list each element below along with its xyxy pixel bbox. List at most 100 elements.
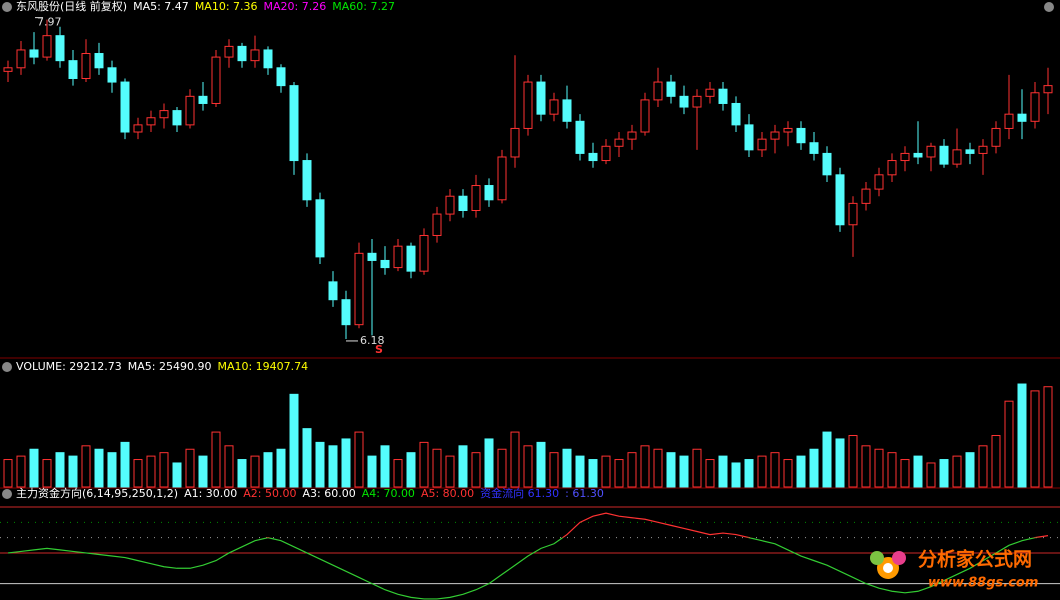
candle-body: [16, 49, 26, 69]
header-icon: [2, 362, 12, 372]
volume-bar: [796, 455, 806, 488]
candle-body: [783, 127, 793, 133]
volume-bar: [419, 441, 429, 488]
volume-bar: [263, 452, 273, 488]
volume-bar: [302, 428, 312, 488]
volume-bar: [939, 459, 949, 488]
candle-body: [653, 81, 663, 101]
header-label: MA10: 7.36: [195, 0, 258, 13]
candle-body: [562, 99, 572, 122]
volume-bar: [94, 448, 104, 488]
header-label: 东风股份(日线 前复权): [16, 0, 127, 13]
volume-bar: [42, 459, 52, 488]
candle-body: [536, 81, 546, 115]
candle-body: [705, 88, 715, 97]
candle-body: [367, 252, 377, 261]
candle-body: [263, 49, 273, 69]
candle-body: [640, 99, 650, 133]
volume-bar: [16, 455, 26, 488]
volume-bar: [224, 445, 234, 488]
volume-bar: [809, 448, 819, 488]
header-label: A2: 50.00: [243, 487, 296, 500]
candle-body: [42, 35, 52, 58]
volume-bar: [341, 438, 351, 488]
volume-bar: [289, 393, 299, 488]
candle-body: [276, 67, 286, 87]
volume-bar: [55, 452, 65, 488]
candle-body: [939, 145, 949, 165]
candle-body: [991, 127, 1001, 147]
candle-body: [445, 195, 455, 215]
volume-bar: [913, 455, 923, 488]
settings-icon[interactable]: [1044, 2, 1054, 12]
volume-bar: [588, 459, 598, 488]
volume-bar: [406, 452, 416, 488]
high-label: 7.97: [37, 16, 62, 29]
candle-body: [731, 102, 741, 126]
volume-bar: [185, 448, 195, 488]
volume-bar: [887, 452, 897, 488]
volume-bar: [692, 448, 702, 488]
volume-bar: [393, 459, 403, 488]
watermark-name: 分析家公式网: [918, 548, 1032, 571]
candle-body: [471, 185, 481, 212]
volume-bar: [81, 445, 91, 488]
volume-bar: [991, 435, 1001, 488]
low-label: 6.18: [360, 334, 385, 347]
candle-body: [146, 117, 156, 126]
candle-body: [341, 299, 351, 326]
candle-body: [81, 53, 91, 79]
candle-body: [1030, 92, 1040, 122]
candle-body: [666, 81, 676, 97]
volume-bar: [1043, 386, 1053, 488]
volume-bar: [822, 431, 832, 488]
header-label: A4: 70.00: [362, 487, 415, 500]
volume-bar: [146, 455, 156, 488]
candle-body: [952, 149, 962, 165]
header-label: 主力资金方向(6,14,95,250,1,2): [16, 486, 178, 500]
candle-body: [809, 142, 819, 154]
candle-body: [549, 99, 559, 115]
candle-body: [926, 145, 936, 158]
volume-bar: [315, 441, 325, 488]
candle-body: [1017, 113, 1027, 122]
candle-body: [978, 145, 988, 154]
candles: [7, 19, 1049, 339]
candle-body: [887, 160, 897, 176]
volume-bar: [237, 459, 247, 488]
candle-body: [133, 124, 143, 133]
candle-body: [835, 174, 845, 226]
candle-body: [913, 152, 923, 158]
header-icon: [2, 489, 12, 499]
volume-bar: [952, 455, 962, 488]
volume-bar: [705, 459, 715, 488]
volume-bar: [497, 448, 507, 488]
candle-body: [159, 110, 169, 119]
volume-bar: [835, 438, 845, 488]
candle-body: [120, 81, 130, 133]
header-label: 资金流向 61.30: [480, 486, 559, 500]
volume-bar: [744, 459, 754, 488]
volume-bar: [861, 445, 871, 488]
candle-body: [744, 124, 754, 151]
candle-body: [601, 145, 611, 162]
header-label: MA10: 19407.74: [217, 360, 308, 373]
candle-body: [588, 152, 598, 162]
volume-bar: [783, 459, 793, 488]
candle-body: [679, 95, 689, 108]
volume-bar: [653, 448, 663, 488]
volume-bar: [874, 448, 884, 488]
volume-bar: [172, 462, 182, 488]
volume-bar: [731, 462, 741, 488]
volume-bar: [770, 452, 780, 488]
header-label: MA60: 7.27: [332, 0, 395, 13]
candle-body: [796, 127, 806, 144]
volume-bar: [1017, 383, 1027, 488]
volume-bar: [276, 448, 286, 488]
header-label: A1: 30.00: [184, 487, 237, 500]
volume-bar: [107, 452, 117, 488]
volume-bar: [445, 455, 455, 488]
volume-bar: [159, 452, 169, 488]
volume-bar: [458, 445, 468, 488]
candle-body: [692, 95, 702, 108]
